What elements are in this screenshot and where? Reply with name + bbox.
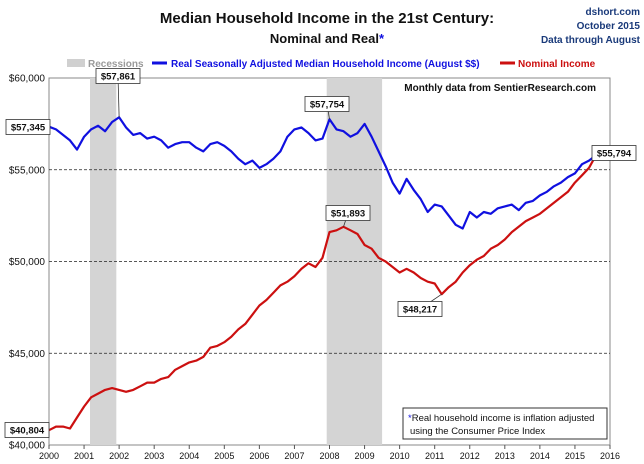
x-tick-label: 2002 [109, 451, 129, 459]
real-income-line [49, 117, 596, 228]
chart-subtitle: Nominal and Real* [270, 31, 385, 46]
source-site: dshort.com [586, 7, 641, 18]
x-tick-label: 2015 [565, 451, 585, 459]
nominal-income-line [49, 155, 596, 430]
legend-nominal-label: Nominal Income [518, 59, 596, 70]
footnote-line-1-text: Real household income is inflation adjus… [412, 413, 595, 424]
data-label: $57,754 [310, 100, 345, 111]
y-tick-label: $60,000 [9, 74, 46, 85]
x-tick-label: 2007 [284, 451, 304, 459]
data-label-callout: $40,804 [5, 423, 49, 438]
x-tick-label: 2005 [214, 451, 234, 459]
x-tick-label: 2010 [390, 451, 410, 459]
data-label-callout: $48,217 [398, 294, 442, 316]
x-tick-label: 2006 [249, 451, 269, 459]
data-label: $48,217 [403, 305, 437, 316]
x-tick-label: 2008 [319, 451, 339, 459]
x-tick-label: 2001 [74, 451, 94, 459]
y-tick-label: $50,000 [9, 257, 46, 268]
data-source-note: Monthly data from SentierResearch.com [404, 83, 596, 94]
x-tick-label: 2014 [530, 451, 550, 459]
chart-subtitle-text: Nominal and Real [270, 31, 379, 46]
data-label: $57,861 [101, 72, 136, 83]
y-tick-label: $55,000 [9, 165, 46, 176]
x-tick-label: 2011 [425, 451, 444, 459]
x-tick-label: 2004 [179, 451, 199, 459]
x-tick-label: 2003 [144, 451, 164, 459]
source-date: October 2015 [577, 21, 641, 32]
series-lines [49, 117, 596, 430]
data-label: $51,893 [331, 209, 365, 220]
x-tick-label: 2013 [495, 451, 515, 459]
x-tick-label: 2009 [355, 451, 375, 459]
y-tick-label: $45,000 [9, 349, 46, 360]
data-label-callout: $57,345 [6, 120, 50, 135]
y-tick-label: $40,000 [9, 441, 46, 452]
source-note: Data through August [541, 35, 641, 46]
legend-real-label: Real Seasonally Adjusted Median Househol… [171, 59, 480, 70]
x-tick-label: 2000 [39, 451, 59, 459]
data-label: $55,794 [597, 149, 632, 160]
chart-subtitle-mark: * [379, 31, 385, 46]
footnote-line-1: *Real household income is inflation adju… [408, 413, 594, 424]
data-label: $40,804 [10, 426, 45, 437]
chart-title: Median Household Income in the 21st Cent… [160, 10, 494, 27]
data-label-callout: $55,794 [592, 146, 636, 161]
legend: Recessions Real Seasonally Adjusted Medi… [67, 59, 596, 70]
x-axis: 2000 2001 2002 2003 2004 2005 2006 2007 2008 2009… [39, 445, 620, 459]
footnote-box: *Real household income is inflation adju… [403, 408, 607, 439]
data-label: $57,345 [11, 123, 46, 134]
x-tick-label: 2012 [460, 451, 480, 459]
footnote-line-2: using the Consumer Price Index [410, 426, 545, 437]
legend-recessions-swatch [67, 59, 85, 67]
x-tick-label: 2016 [600, 451, 620, 459]
